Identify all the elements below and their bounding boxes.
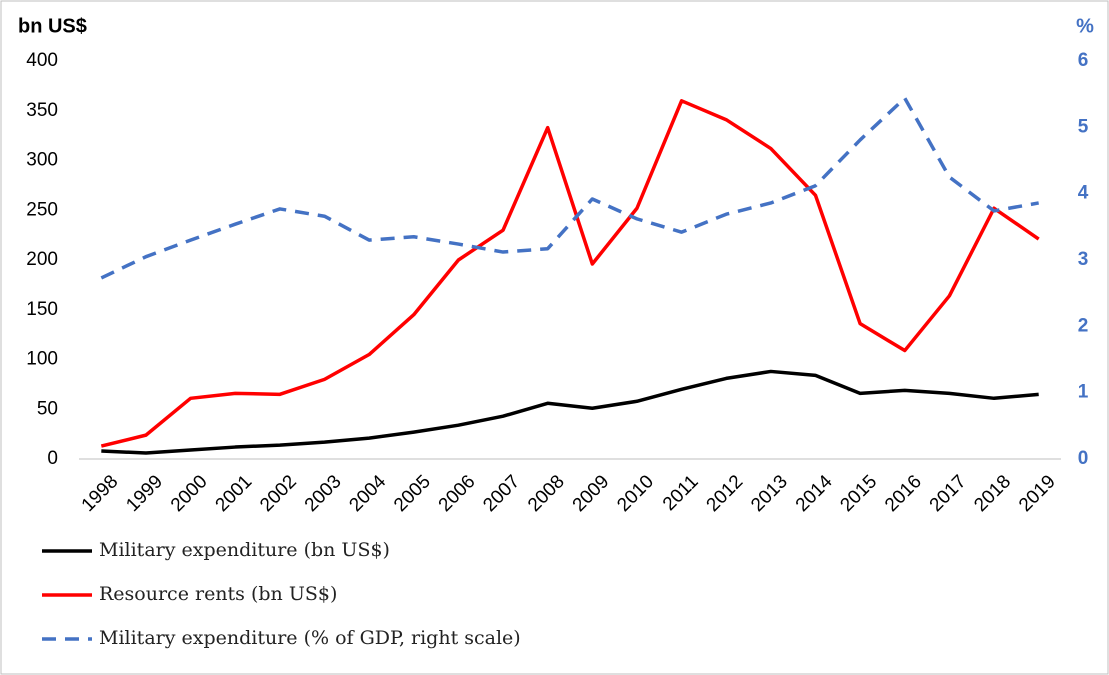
y2-tick-label: 6 <box>1078 50 1089 71</box>
y-axis-label: bn US$ <box>18 15 87 37</box>
legend-label: Military expenditure (% of GDP, right sc… <box>99 627 521 649</box>
y-tick-label: 0 <box>47 448 58 469</box>
y-tick-label: 300 <box>26 150 58 171</box>
y-tick-label: 250 <box>26 199 58 220</box>
legend-label: Military expenditure (bn US$) <box>99 539 390 561</box>
y2-tick-label: 4 <box>1078 183 1089 204</box>
y-tick-label: 350 <box>26 100 58 121</box>
y2-tick-label: 3 <box>1078 249 1089 270</box>
y2-tick-label: 2 <box>1078 315 1089 336</box>
y2-tick-label: 5 <box>1078 116 1089 137</box>
y-tick-label: 400 <box>26 50 58 71</box>
y-tick-label: 100 <box>26 349 58 370</box>
series-line <box>100 99 1040 448</box>
y2-tick-label: 0 <box>1078 448 1089 469</box>
series-line <box>101 369 1039 455</box>
y2-axis-label: % <box>1076 15 1094 37</box>
series-line <box>100 96 1039 280</box>
y2-tick-label: 1 <box>1078 382 1089 403</box>
y-tick-label: 200 <box>26 249 58 270</box>
y-tick-label: 50 <box>37 398 58 419</box>
legend-label: Resource rents (bn US$) <box>99 583 337 605</box>
y-tick-label: 150 <box>26 299 58 320</box>
